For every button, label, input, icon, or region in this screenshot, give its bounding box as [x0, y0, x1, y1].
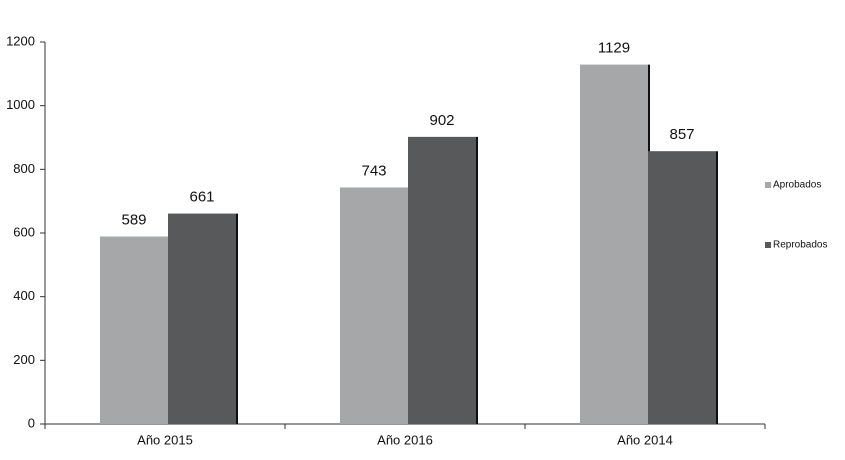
- legend-label: Aprobados: [773, 180, 821, 191]
- y-tick-label: 200: [13, 352, 35, 367]
- value-label: 1129: [598, 40, 630, 57]
- value-label: 902: [429, 112, 454, 129]
- bar: [340, 187, 408, 424]
- value-label: 589: [121, 211, 146, 228]
- value-label: 743: [361, 162, 386, 179]
- y-tick-label: 600: [13, 224, 35, 239]
- value-label: 857: [669, 126, 694, 143]
- value-label: 661: [189, 189, 214, 206]
- y-tick-label: 400: [13, 288, 35, 303]
- x-tick-label: Año 2014: [617, 432, 673, 447]
- legend-label: Reprobados: [773, 240, 827, 251]
- legend-swatch: [765, 242, 771, 248]
- bar: [648, 151, 716, 424]
- x-tick-label: Año 2015: [137, 432, 193, 447]
- x-tick-label: Año 2016: [377, 432, 433, 447]
- bar: [408, 136, 476, 424]
- bar: [168, 213, 236, 424]
- y-tick-label: 0: [28, 415, 35, 430]
- bar: [580, 64, 648, 424]
- y-tick-label: 800: [13, 161, 35, 176]
- y-tick-label: 1200: [6, 33, 35, 48]
- bar: [100, 236, 168, 424]
- legend-swatch: [765, 182, 771, 188]
- y-tick-label: 1000: [6, 97, 35, 112]
